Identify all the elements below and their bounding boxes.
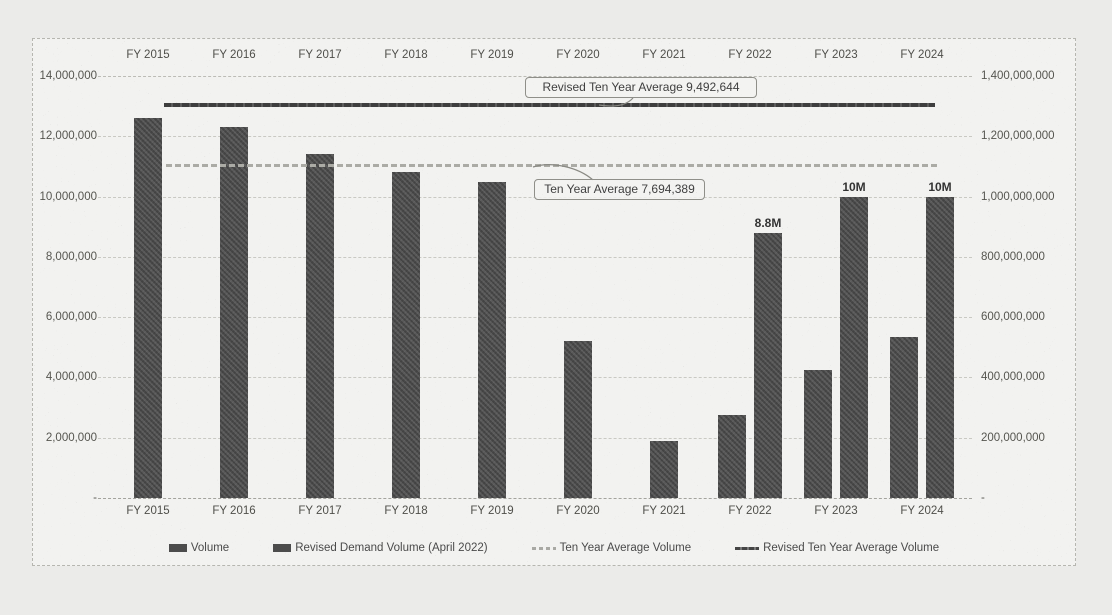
legend-marker-bar-icon (168, 544, 187, 552)
left-axis-tick-label: 14,000,000 (39, 70, 97, 82)
bar-revised-demand (754, 232, 782, 498)
right-axis-tick-label: 1,200,000,000 (981, 130, 1055, 143)
gridline (98, 498, 972, 499)
bottom-category-label: FY 2019 (470, 505, 514, 517)
legend-item: Revised Demand Volume (April 2022) (273, 542, 488, 554)
top-category-label: FY 2017 (298, 49, 342, 61)
legend-marker-bar-icon (273, 544, 292, 552)
right-axis-tick-label: - (981, 492, 985, 504)
top-category-label: FY 2016 (212, 49, 256, 61)
bottom-category-label: FY 2022 (728, 505, 772, 517)
top-category-label: FY 2024 (900, 49, 944, 61)
legend: Volume Revised Demand Volume (April 2022)… (33, 539, 1075, 557)
bottom-category-label: FY 2023 (814, 505, 858, 517)
legend-label: Revised Demand Volume (April 2022) (295, 542, 488, 554)
left-axis: 14,000,000 12,000,000 10,000,000 8,000,000 6… (33, 70, 97, 504)
right-axis-tick-label: 1,000,000,000 (981, 190, 1055, 203)
bottom-category-label: FY 2018 (384, 505, 428, 517)
left-axis-tick-label: 4,000,000 (45, 371, 97, 384)
bar-volume (478, 181, 506, 498)
ten-year-average-line (166, 163, 937, 167)
top-category-label: FY 2018 (384, 49, 428, 61)
bottom-category-label: FY 2024 (900, 505, 944, 517)
bottom-category-label: FY 2017 (298, 505, 342, 517)
ten-year-average-callout: Ten Year Average 7,694,389 (534, 179, 705, 200)
plot-area: 8.8M 10M 10M (98, 76, 972, 499)
bar-data-label: 8.8M (754, 215, 782, 230)
top-category-label: FY 2019 (470, 49, 514, 61)
legend-item: Ten Year Average Volume (531, 542, 692, 554)
bar-volume (306, 154, 334, 498)
bar-revised-demand (840, 196, 868, 498)
bar-data-label: 10M (842, 179, 866, 194)
bottom-category-label: FY 2021 (642, 505, 686, 517)
top-category-label: FY 2015 (126, 49, 170, 61)
bar-revised-demand (926, 196, 954, 498)
legend-label: Volume (190, 542, 230, 554)
legend-marker-line-light-icon (531, 546, 556, 550)
right-axis-tick-label: 800,000,000 (981, 250, 1045, 263)
bar-volume (220, 127, 248, 498)
legend-label: Ten Year Average Volume (559, 542, 692, 554)
bar-data-label: 10M (928, 179, 952, 194)
left-axis-tick-label: 12,000,000 (39, 130, 97, 143)
top-category-label: FY 2020 (556, 49, 600, 61)
legend-item: Volume (168, 542, 230, 554)
right-axis-tick-label: 600,000,000 (981, 311, 1045, 324)
legend-label: Revised Ten Year Average Volume (763, 542, 940, 554)
bottom-category-label: FY 2016 (212, 505, 256, 517)
bar-volume (650, 440, 678, 498)
left-axis-tick-label: - (93, 492, 97, 504)
top-category-axis: FY 2015 FY 2016 FY 2017 FY 2018 FY 2019 FY 20… (105, 49, 965, 65)
right-axis-tick-label: 400,000,000 (981, 371, 1045, 384)
top-category-label: FY 2021 (642, 49, 686, 61)
right-axis-tick-label: 1,400,000,000 (981, 70, 1055, 82)
bar-volume (392, 172, 420, 498)
bottom-category-label: FY 2015 (126, 505, 170, 517)
left-axis-tick-label: 10,000,000 (39, 190, 97, 203)
legend-marker-line-dark-icon (735, 546, 760, 550)
bottom-category-label: FY 2020 (556, 505, 600, 517)
top-category-label: FY 2022 (728, 49, 772, 61)
legend-item: Revised Ten Year Average Volume (735, 542, 939, 554)
left-axis-tick-label: 6,000,000 (45, 311, 97, 324)
chart-figure: 8.8M 10M 10M 14,000,000 12,000,000 10,000,00… (32, 38, 1076, 566)
right-axis-tick-label: 200,000,000 (981, 431, 1045, 444)
revised-ten-year-average-line (164, 102, 935, 107)
bar-volume (804, 369, 832, 498)
left-axis-tick-label: 8,000,000 (45, 250, 97, 263)
bar-volume (564, 341, 592, 498)
bar-volume (718, 415, 746, 498)
revised-average-callout: Revised Ten Year Average 9,492,644 (525, 77, 757, 98)
bottom-category-axis: FY 2015 FY 2016 FY 2017 FY 2018 FY 2019 FY 20… (105, 505, 965, 521)
left-axis-tick-label: 2,000,000 (45, 431, 97, 444)
right-axis: 1,400,000,000 1,200,000,000 1,000,000,000 8… (981, 70, 1076, 504)
bar-volume (890, 336, 918, 498)
top-category-label: FY 2023 (814, 49, 858, 61)
bar-volume (134, 118, 162, 498)
